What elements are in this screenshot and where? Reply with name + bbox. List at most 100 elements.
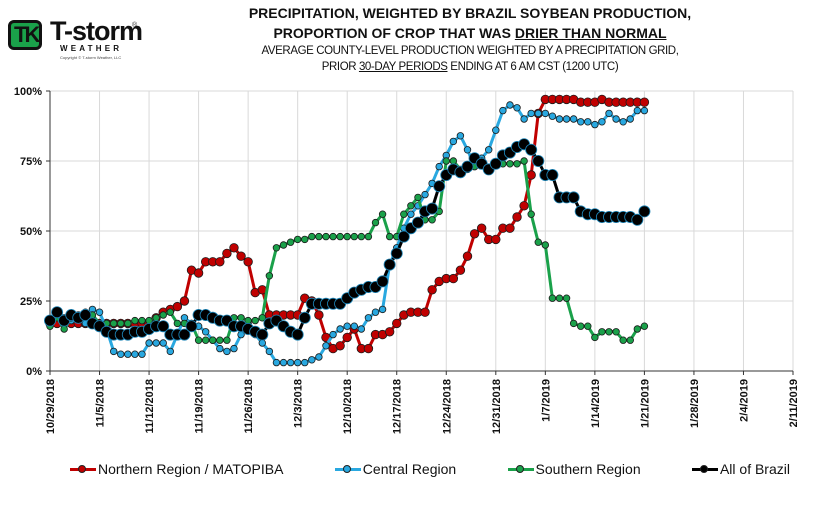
data-point (420, 307, 430, 317)
data-point (626, 336, 634, 344)
data-point (286, 358, 295, 367)
data-point (397, 230, 410, 243)
data-point (506, 101, 514, 109)
data-point (633, 106, 642, 115)
data-point (577, 118, 585, 126)
data-point (489, 157, 502, 170)
data-point (335, 341, 345, 351)
data-point (390, 247, 403, 260)
data-point (591, 120, 599, 129)
data-point (159, 339, 167, 347)
data-point (520, 115, 528, 123)
data-point (505, 223, 515, 233)
data-point (640, 322, 649, 330)
series-southern (46, 157, 649, 344)
chart-title-line2: PROPORTION OF CROP THAT WAS DRIER THAN N… (230, 23, 710, 43)
x-tick-label: 1/14/2019 (590, 379, 602, 428)
data-point (633, 325, 642, 333)
data-point (462, 251, 473, 261)
data-point (124, 350, 132, 358)
data-point (138, 316, 146, 325)
x-tick-label: 11/26/2018 (243, 379, 255, 433)
data-point (179, 296, 190, 306)
subtitle-line2-suffix: ENDING AT 6 AM CST (1200 UTC) (447, 61, 619, 73)
data-point (272, 358, 281, 367)
data-point (342, 332, 352, 343)
data-point (350, 232, 358, 241)
data-point (131, 350, 139, 358)
data-point (178, 328, 191, 341)
data-point (605, 328, 613, 336)
legend-label-brazil: All of Brazil (719, 461, 790, 477)
data-point (640, 106, 649, 115)
data-point (449, 157, 458, 165)
legend-item-northern: Northern Region / MATOPIBA (70, 461, 283, 477)
data-point (185, 320, 198, 333)
data-point (79, 308, 92, 321)
data-point (166, 308, 174, 316)
data-point (555, 294, 564, 302)
data-point (201, 336, 210, 344)
x-tick-label: 2/4/2019 (738, 379, 750, 422)
data-point (456, 132, 465, 140)
chart-titles: PRECIPITATION, WEIGHTED BY BRAZIL SOYBEA… (230, 3, 710, 75)
data-point (243, 257, 253, 267)
chart-subtitle-line2: PRIOR 30-DAY PERIODS ENDING AT 6 AM CST … (230, 59, 710, 75)
x-tick-label: 12/3/2018 (293, 379, 305, 428)
data-point (222, 248, 232, 259)
data-point (308, 232, 316, 241)
data-point (584, 322, 592, 330)
legend-label-central: Central Region (362, 461, 457, 477)
data-point (258, 314, 266, 322)
data-point (301, 235, 309, 244)
data-point (534, 109, 542, 118)
data-point (357, 232, 366, 241)
data-point (279, 358, 288, 367)
tick-labels: 0% 25% 50% 75% 100% 10/29/2018 11/5/2018 11/12/… (14, 86, 800, 434)
x-tick-label: 1/7/2019 (540, 379, 552, 422)
data-point (392, 318, 402, 329)
x-tick-label: 11/19/2018 (194, 379, 206, 433)
data-point (298, 311, 311, 324)
data-point (577, 322, 585, 330)
data-point (411, 216, 424, 229)
data-point (152, 339, 160, 347)
data-point (476, 223, 487, 233)
data-point (400, 210, 408, 218)
subtitle-line2-prefix: PRIOR (321, 61, 359, 73)
data-point (569, 115, 578, 123)
data-point (376, 275, 389, 288)
data-point (343, 322, 351, 330)
series-layer (44, 94, 651, 367)
data-point (152, 314, 160, 322)
data-point (562, 115, 571, 123)
data-point (384, 327, 395, 337)
legend-swatch-northern (70, 464, 96, 474)
data-point (626, 115, 634, 123)
data-point (619, 118, 627, 126)
data-point (383, 258, 396, 271)
logo-tk-icon: TK (8, 20, 42, 50)
x-tick-label: 11/5/2018 (95, 379, 107, 427)
data-point (371, 308, 380, 316)
data-point (567, 191, 580, 204)
data-point (322, 342, 330, 350)
data-point (525, 143, 538, 156)
series-brazil (44, 138, 651, 341)
data-point (117, 350, 125, 358)
data-point (513, 160, 521, 168)
logo-brand: T-storm (50, 16, 143, 46)
data-point (541, 109, 550, 118)
x-tick-label: 10/29/2018 (45, 379, 57, 434)
data-point (463, 146, 472, 154)
data-point (584, 118, 592, 126)
data-point (527, 109, 535, 118)
data-point (314, 310, 324, 320)
data-point (258, 339, 266, 347)
y-tick-label: 50% (20, 226, 42, 238)
data-point (605, 109, 613, 118)
data-point (378, 305, 387, 314)
data-point (172, 301, 183, 312)
data-point (291, 328, 304, 341)
